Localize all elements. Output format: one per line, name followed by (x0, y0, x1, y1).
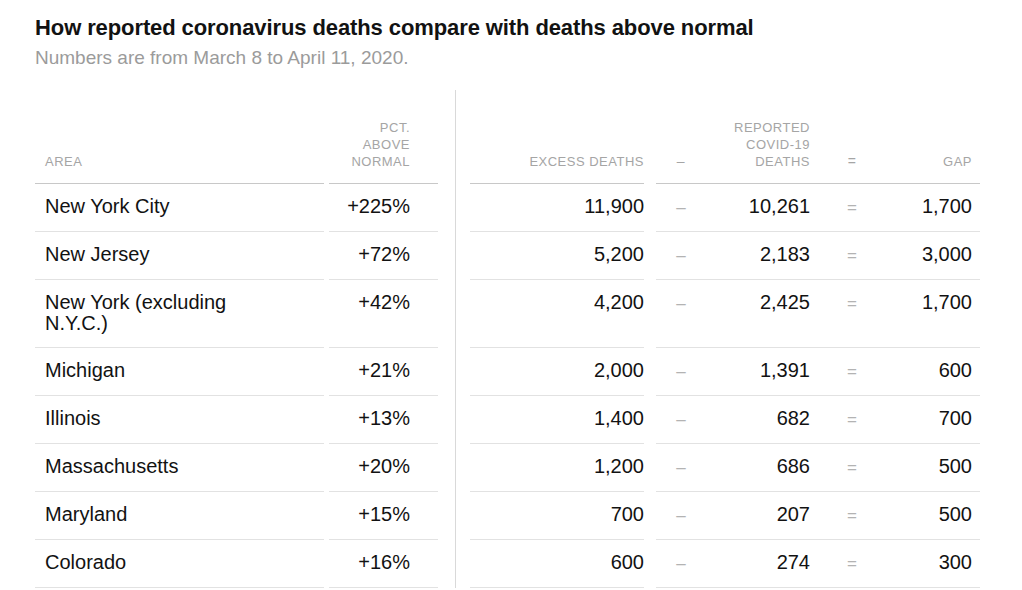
spacer (644, 348, 656, 396)
page-subtitle: Numbers are from March 8 to April 11, 20… (35, 46, 1022, 69)
spacer (438, 184, 470, 232)
excess-cell: 700 (470, 492, 644, 540)
pct-cell: +21% (329, 348, 438, 396)
gap-cell: 1,700 (894, 280, 980, 348)
gap-cell: 700 (894, 396, 980, 444)
spacer (644, 540, 656, 588)
reported-cell: 686 (706, 444, 810, 492)
equals-operator: = (810, 444, 894, 492)
minus-operator: – (656, 348, 706, 396)
spacer (438, 492, 470, 540)
gap-cell: 500 (894, 492, 980, 540)
spacer (644, 492, 656, 540)
minus-operator: – (656, 540, 706, 588)
pct-cell: +20% (329, 444, 438, 492)
page-title: How reported coronavirus deaths compare … (35, 14, 1022, 41)
excess-cell: 2,000 (470, 348, 644, 396)
excess-cell: 600 (470, 540, 644, 588)
spacer (438, 280, 470, 348)
minus-operator: – (656, 492, 706, 540)
pct-cell: +42% (329, 280, 438, 348)
column-header-gap: GAP (894, 90, 980, 184)
equals-operator: = (810, 540, 894, 588)
excess-cell: 1,200 (470, 444, 644, 492)
reported-cell: 2,183 (706, 232, 810, 280)
area-cell: Illinois (35, 396, 324, 444)
reported-cell: 207 (706, 492, 810, 540)
area-cell: Michigan (35, 348, 324, 396)
gap-cell: 3,000 (894, 232, 980, 280)
gap-cell: 300 (894, 540, 980, 588)
pct-cell: +13% (329, 396, 438, 444)
area-cell: New Jersey (35, 232, 324, 280)
column-header-excess-deaths: EXCESS DEATHS (470, 90, 644, 184)
equals-operator: = (810, 232, 894, 280)
column-header-area: AREA (35, 90, 324, 184)
area-cell: Colorado (35, 540, 324, 588)
gap-cell: 1,700 (894, 184, 980, 232)
gap-cell: 500 (894, 444, 980, 492)
spacer (644, 184, 656, 232)
spacer (644, 396, 656, 444)
equals-operator: = (810, 280, 894, 348)
reported-cell: 274 (706, 540, 810, 588)
column-header-equals-sign: = (810, 90, 894, 184)
vertical-divider (455, 90, 456, 588)
equals-operator: = (810, 396, 894, 444)
pct-cell: +15% (329, 492, 438, 540)
spacer (438, 348, 470, 396)
column-header-reported-covid19-deaths: REPORTED COVID-19 DEATHS (706, 90, 810, 184)
gap-cell: 600 (894, 348, 980, 396)
equals-operator: = (810, 492, 894, 540)
pct-cell: +225% (329, 184, 438, 232)
minus-operator: – (656, 232, 706, 280)
spacer (644, 232, 656, 280)
area-cell: New York (excluding N.Y.C.) (35, 280, 324, 348)
column-header-pct-above-normal: PCT. ABOVE NORMAL (329, 90, 438, 184)
spacer (438, 232, 470, 280)
comparison-table: AREA PCT. ABOVE NORMAL EXCESS DEATHS – R… (35, 90, 980, 588)
excess-cell: 5,200 (470, 232, 644, 280)
minus-operator: – (656, 280, 706, 348)
spacer (438, 90, 470, 184)
pct-cell: +72% (329, 232, 438, 280)
spacer (438, 540, 470, 588)
reported-cell: 1,391 (706, 348, 810, 396)
spacer (438, 396, 470, 444)
minus-operator: – (656, 396, 706, 444)
area-cell: Massachusetts (35, 444, 324, 492)
area-cell: New York City (35, 184, 324, 232)
table-grid: AREA PCT. ABOVE NORMAL EXCESS DEATHS – R… (35, 90, 980, 588)
excess-cell: 4,200 (470, 280, 644, 348)
equals-operator: = (810, 184, 894, 232)
spacer (644, 444, 656, 492)
reported-cell: 10,261 (706, 184, 810, 232)
reported-cell: 2,425 (706, 280, 810, 348)
spacer (438, 444, 470, 492)
excess-cell: 1,400 (470, 396, 644, 444)
area-cell: Maryland (35, 492, 324, 540)
spacer (644, 90, 656, 184)
minus-operator: – (656, 184, 706, 232)
spacer (644, 280, 656, 348)
pct-cell: +16% (329, 540, 438, 588)
column-header-minus-sign: – (656, 90, 706, 184)
equals-operator: = (810, 348, 894, 396)
article-graphic: How reported coronavirus deaths compare … (0, 0, 1022, 588)
reported-cell: 682 (706, 396, 810, 444)
minus-operator: – (656, 444, 706, 492)
excess-cell: 11,900 (470, 184, 644, 232)
